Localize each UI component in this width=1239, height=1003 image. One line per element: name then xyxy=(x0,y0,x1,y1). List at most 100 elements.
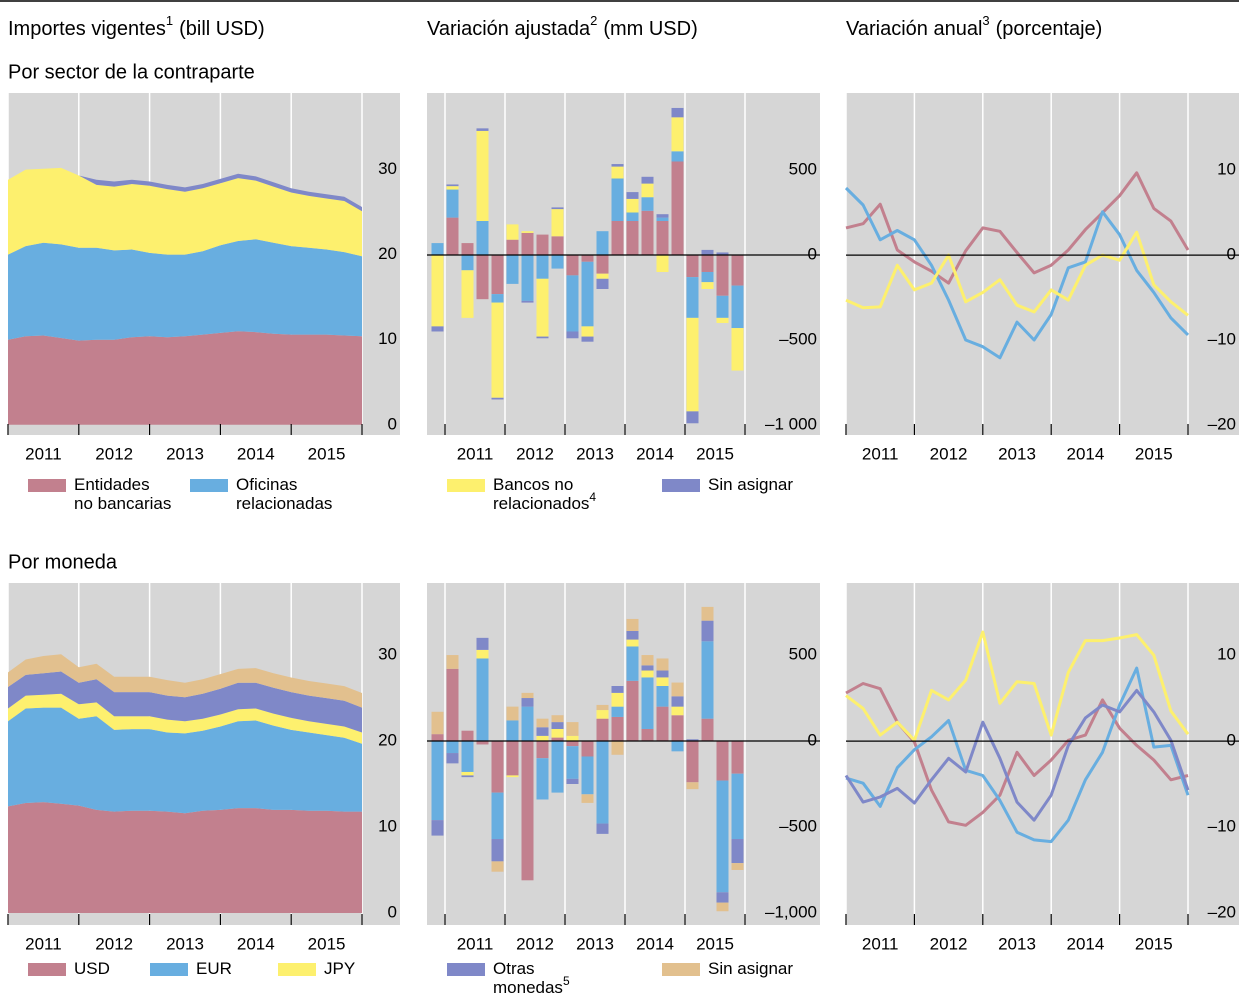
bar-segment xyxy=(566,735,579,742)
bar-segment xyxy=(506,775,519,778)
bar-segment xyxy=(656,670,669,678)
bar-segment xyxy=(431,254,444,327)
bar-segment xyxy=(731,741,744,774)
bar-segment xyxy=(461,775,474,778)
x-tick-label: 2011 xyxy=(25,934,62,953)
x-tick-label: 2015 xyxy=(1135,444,1173,463)
bar-segment xyxy=(641,183,654,198)
bar-segment xyxy=(656,220,669,255)
area xyxy=(8,707,362,814)
bar-segment xyxy=(521,254,534,301)
bar-segment xyxy=(596,278,609,289)
bar-segment xyxy=(716,741,729,781)
bar-segment xyxy=(641,670,654,678)
bar-segment xyxy=(641,197,654,211)
y-tick-label: –20 xyxy=(1208,902,1236,921)
y-tick-label: –10 xyxy=(1208,817,1236,836)
bar-segment xyxy=(551,741,564,793)
x-tick-label: 2015 xyxy=(696,444,734,463)
bar-segment xyxy=(686,254,699,278)
line xyxy=(845,230,1189,317)
bar-segment xyxy=(551,209,564,237)
x-tick-label: 2011 xyxy=(862,934,899,953)
bar-segment xyxy=(596,710,609,719)
bar-segment xyxy=(491,302,504,398)
area xyxy=(8,654,362,708)
y-tick-label: –1 000 xyxy=(765,414,817,433)
bar-segment xyxy=(641,210,654,255)
y-tick-label: 0 xyxy=(388,414,397,433)
bar-segment xyxy=(476,254,489,300)
x-tick-label: 2015 xyxy=(308,934,346,953)
bar-segment xyxy=(596,273,609,279)
legend-label-sup: 5 xyxy=(563,974,570,988)
bar-segment xyxy=(626,618,639,631)
bar-segment xyxy=(686,277,699,318)
bar-segment xyxy=(716,254,729,296)
bar-segment xyxy=(701,620,714,642)
legend-label: monedas5 xyxy=(493,974,570,997)
bar-segment xyxy=(686,739,699,742)
bar-segment xyxy=(611,692,624,707)
bar-segment xyxy=(716,317,729,323)
bar-segment xyxy=(521,692,534,699)
column-title: Variación ajustada2 (mm USD) xyxy=(427,13,698,40)
bar-segment xyxy=(716,252,729,255)
legend-label-text: Sin asignar xyxy=(708,475,793,494)
bar-segment xyxy=(611,706,624,717)
legend-swatch xyxy=(662,479,700,492)
legend-label-sup: 4 xyxy=(589,490,596,504)
legend-label-text: Sin asignar xyxy=(708,959,793,978)
bar-segment xyxy=(671,706,684,716)
bar-segment xyxy=(551,254,564,269)
legend-label: EUR xyxy=(196,959,232,978)
bar-segment xyxy=(476,130,489,221)
bar-segment xyxy=(596,718,609,742)
bar-segment xyxy=(506,720,519,742)
bar-segment xyxy=(641,655,654,666)
bar-segment xyxy=(431,326,444,332)
bar-segment xyxy=(566,778,579,785)
area xyxy=(8,802,362,913)
plot-background xyxy=(846,583,1239,925)
y-tick-label: 30 xyxy=(378,159,397,178)
bar-segment xyxy=(431,741,444,821)
legend-label: Sin asignar xyxy=(708,959,793,978)
bar-segment xyxy=(566,254,579,276)
bar-segment xyxy=(731,285,744,329)
x-tick-label: 2013 xyxy=(998,934,1036,953)
bar-segment xyxy=(641,665,654,671)
bar-segment xyxy=(656,706,669,742)
bar-segment xyxy=(626,220,639,255)
x-tick-label: 2011 xyxy=(25,444,62,463)
y-tick-label: 10 xyxy=(1217,160,1236,179)
legend-label-text: JPY xyxy=(324,959,355,978)
legend-label-text: monedas xyxy=(493,978,563,997)
bar-segment xyxy=(686,317,699,412)
bar-segment xyxy=(596,704,609,711)
bar-segment xyxy=(536,727,549,736)
column-title: Importes vigentes1 (bill USD) xyxy=(8,13,265,40)
x-tick-label: 2012 xyxy=(930,444,968,463)
bar-segment xyxy=(446,741,459,754)
bar-segment xyxy=(461,243,474,255)
bar-segment xyxy=(656,217,669,221)
bar-segment xyxy=(566,722,579,736)
x-tick-label: 2013 xyxy=(576,934,614,953)
bar-segment xyxy=(716,902,729,912)
bar-segment xyxy=(731,254,744,286)
bar-segment xyxy=(686,741,699,783)
legend-label-text: EUR xyxy=(196,959,232,978)
bar-segment xyxy=(521,698,534,707)
legend-label: Bancos no xyxy=(493,475,573,494)
legend-label-text: Oficinas xyxy=(236,475,297,494)
bar-segment xyxy=(476,637,489,650)
bar-segment xyxy=(686,411,699,424)
bar-segment xyxy=(626,646,639,681)
bar-segment xyxy=(731,863,744,870)
bar-segment xyxy=(566,746,579,779)
legend-label-text: no bancarias xyxy=(74,494,171,513)
legend-swatch xyxy=(150,963,188,976)
x-tick-label: 2015 xyxy=(1135,934,1173,953)
